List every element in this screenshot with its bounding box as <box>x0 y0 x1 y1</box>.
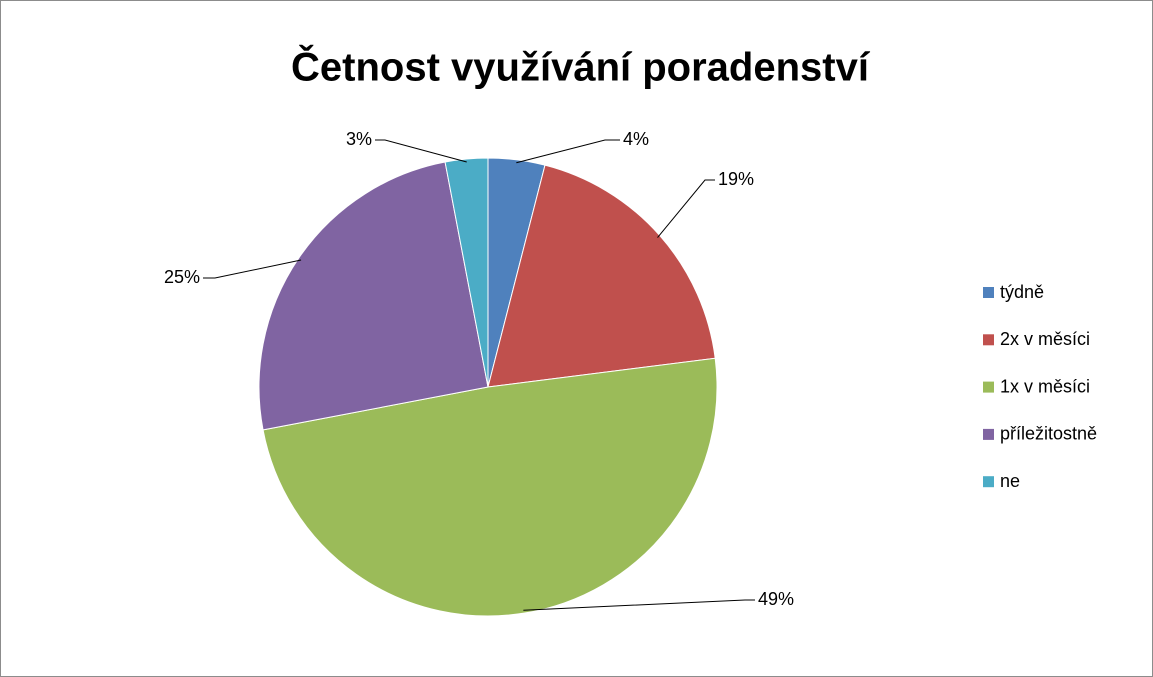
pie-slice <box>262 357 718 617</box>
leader-line <box>516 139 620 164</box>
legend-swatch <box>983 287 994 298</box>
data-label: 25% <box>164 267 200 287</box>
chart-title: Četnost využívání poradenství <box>291 44 871 90</box>
pie-slice <box>444 157 489 388</box>
legend-swatch <box>983 381 994 393</box>
leader-line <box>375 139 467 163</box>
data-label: 19% <box>718 169 754 189</box>
legend-swatch <box>983 476 994 488</box>
data-label: 3% <box>346 129 372 149</box>
legend-label: příležitostně <box>1000 424 1097 444</box>
legend-label: týdně <box>1000 282 1044 302</box>
legend-label: 1x v měsíci <box>1000 376 1090 396</box>
pie-slice <box>258 161 489 431</box>
data-label: 49% <box>758 589 794 609</box>
leader-line <box>203 259 302 279</box>
leader-line <box>657 179 715 238</box>
legend-swatch <box>983 428 994 440</box>
legend-label: ne <box>1000 471 1020 491</box>
leader-line <box>523 599 755 611</box>
legend-label: 2x v měsíci <box>1000 329 1090 349</box>
data-label: 4% <box>623 129 649 149</box>
legend-swatch <box>983 334 994 346</box>
